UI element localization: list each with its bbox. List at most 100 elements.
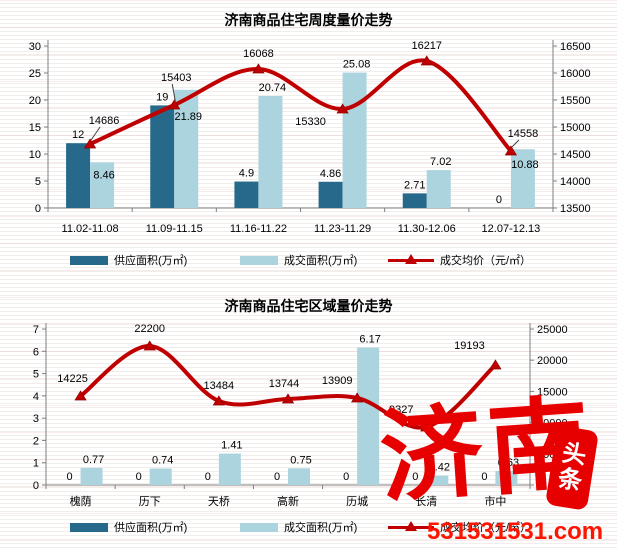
x-axis-category-label: 11.16-11.22 <box>230 223 287 235</box>
right-axis-tick-label: 16500 <box>560 41 591 53</box>
price-value-label: 13484 <box>204 380 235 392</box>
weekly-chart-legend: 供应面积(万㎡) 成交面积(万㎡) 成交均价（元/㎡） <box>0 252 617 270</box>
legend-item-supply: 供应面积(万㎡) <box>70 252 187 268</box>
legend-price-label: 成交均价（元/㎡） <box>440 522 532 534</box>
supply-swatch-icon <box>70 522 108 532</box>
regional-chart-title: 济南商品住宅区域量价走势 <box>224 298 393 314</box>
price-value-label: 22200 <box>134 323 165 335</box>
supply-value-label: 0 <box>67 471 73 483</box>
x-axis-category-label: 历城 <box>346 495 368 508</box>
price-label-leader <box>90 126 101 141</box>
legend-item-transaction: 成交面积(万㎡) <box>240 252 357 268</box>
x-axis-category-label: 11.30-12.06 <box>398 223 456 235</box>
transaction-value-label: 1.41 <box>221 440 242 452</box>
supply-value-label: 0 <box>343 471 349 483</box>
left-axis-tick-label: 7 <box>33 324 39 336</box>
legend-item-price: 成交均价（元/㎡） <box>388 252 531 268</box>
transaction-value-label: 8.46 <box>93 169 114 181</box>
transaction-bar <box>510 149 535 208</box>
left-axis-tick-label: 0 <box>35 203 41 215</box>
price-point-marker <box>74 390 87 401</box>
right-axis-tick-label: 16000 <box>560 68 591 80</box>
price-value-label: 14686 <box>89 115 120 127</box>
price-line-swatch-icon <box>388 520 434 531</box>
right-axis-tick-label: 0 <box>537 480 543 492</box>
transaction-swatch-icon <box>240 522 278 532</box>
legend-supply-label: 供应面积(万㎡) <box>114 255 188 267</box>
price-value-label: 16068 <box>243 48 274 60</box>
price-point-marker <box>281 393 295 404</box>
supply-value-label: 0 <box>274 471 280 483</box>
right-axis-tick-label: 15000 <box>560 122 591 134</box>
x-axis-category-label: 11.09-11.15 <box>146 223 203 235</box>
price-point-marker <box>489 359 502 370</box>
transaction-bar <box>174 89 199 208</box>
right-axis-tick-label: 14000 <box>560 176 591 188</box>
price-point-marker <box>420 421 433 432</box>
price-value-label: 16217 <box>411 40 442 52</box>
supply-value-label: 0 <box>496 194 502 206</box>
supply-swatch-icon <box>70 255 108 265</box>
weekly-chart-title: 济南商品住宅周度量价走势 <box>224 12 393 28</box>
price-value-label: 15330 <box>295 116 326 128</box>
price-point-marker <box>420 55 433 66</box>
price-point-marker <box>336 103 349 114</box>
transaction-value-label: 10.88 <box>511 159 539 171</box>
x-axis-category-label: 12.07-12.13 <box>482 223 541 235</box>
right-axis-tick-label: 25000 <box>537 324 568 336</box>
left-axis-tick-label: 2 <box>33 435 39 447</box>
x-axis-category-label: 历下 <box>139 495 161 508</box>
price-line-swatch-icon <box>388 253 434 264</box>
left-axis-tick-label: 1 <box>33 458 39 470</box>
price-value-label: 14225 <box>57 373 88 385</box>
supply-value-label: 4.86 <box>320 168 341 180</box>
transaction-value-label: 21.89 <box>174 111 202 123</box>
regional-chart-legend: 供应面积(万㎡) 成交面积(万㎡) 成交均价（元/㎡） <box>0 519 617 537</box>
price-point-marker <box>143 340 156 351</box>
price-point-marker <box>83 138 97 149</box>
transaction-value-label: 0.42 <box>429 462 450 474</box>
price-point-marker <box>504 145 518 156</box>
left-axis-tick-label: 4 <box>33 391 39 403</box>
right-axis-tick-label: 15000 <box>537 386 568 398</box>
legend-item-supply: 供应面积(万㎡) <box>70 519 187 535</box>
price-label-leader <box>511 139 520 148</box>
transaction-swatch-icon <box>240 255 278 265</box>
transaction-value-label: 7.02 <box>430 156 451 168</box>
price-label-leader <box>171 83 176 102</box>
x-axis-category-label: 长清 <box>415 495 437 508</box>
supply-bar <box>66 143 91 208</box>
transaction-bar <box>90 162 115 208</box>
supply-value-label: 2.71 <box>404 179 425 191</box>
supply-value-label: 0 <box>136 471 142 483</box>
x-axis-category-label: 天桥 <box>208 495 230 508</box>
price-point-marker <box>252 63 265 74</box>
transaction-value-label: 0.63 <box>498 457 519 469</box>
x-axis-category-label: 11.02-11.08 <box>62 223 119 235</box>
transaction-value-label: 6.17 <box>359 333 380 345</box>
x-axis-category-label: 槐荫 <box>70 494 92 508</box>
supply-bar <box>402 193 427 208</box>
price-value-label: 19193 <box>454 340 485 352</box>
supply-value-label: 19 <box>156 91 168 103</box>
x-axis-category-label: 11.23-11.29 <box>314 223 371 235</box>
right-axis-tick-label: 10000 <box>537 418 568 430</box>
left-axis-tick-label: 6 <box>33 346 39 358</box>
transaction-bar <box>342 72 367 209</box>
transaction-bar <box>357 347 380 485</box>
transaction-bar <box>426 170 451 208</box>
legend-transaction-label: 成交面积(万㎡) <box>284 255 358 267</box>
price-point-marker <box>351 392 364 403</box>
x-axis-category-label: 高新 <box>277 494 299 508</box>
left-axis-tick-label: 25 <box>29 68 41 80</box>
transaction-bar <box>149 468 172 485</box>
left-axis-tick-label: 30 <box>29 41 41 53</box>
price-value-label: 15403 <box>161 72 192 84</box>
price-value-label: 13909 <box>322 375 353 387</box>
transaction-value-label: 0.75 <box>290 454 311 466</box>
supply-value-label: 0 <box>412 471 418 483</box>
transaction-bar <box>80 467 103 485</box>
supply-bar <box>150 105 175 208</box>
